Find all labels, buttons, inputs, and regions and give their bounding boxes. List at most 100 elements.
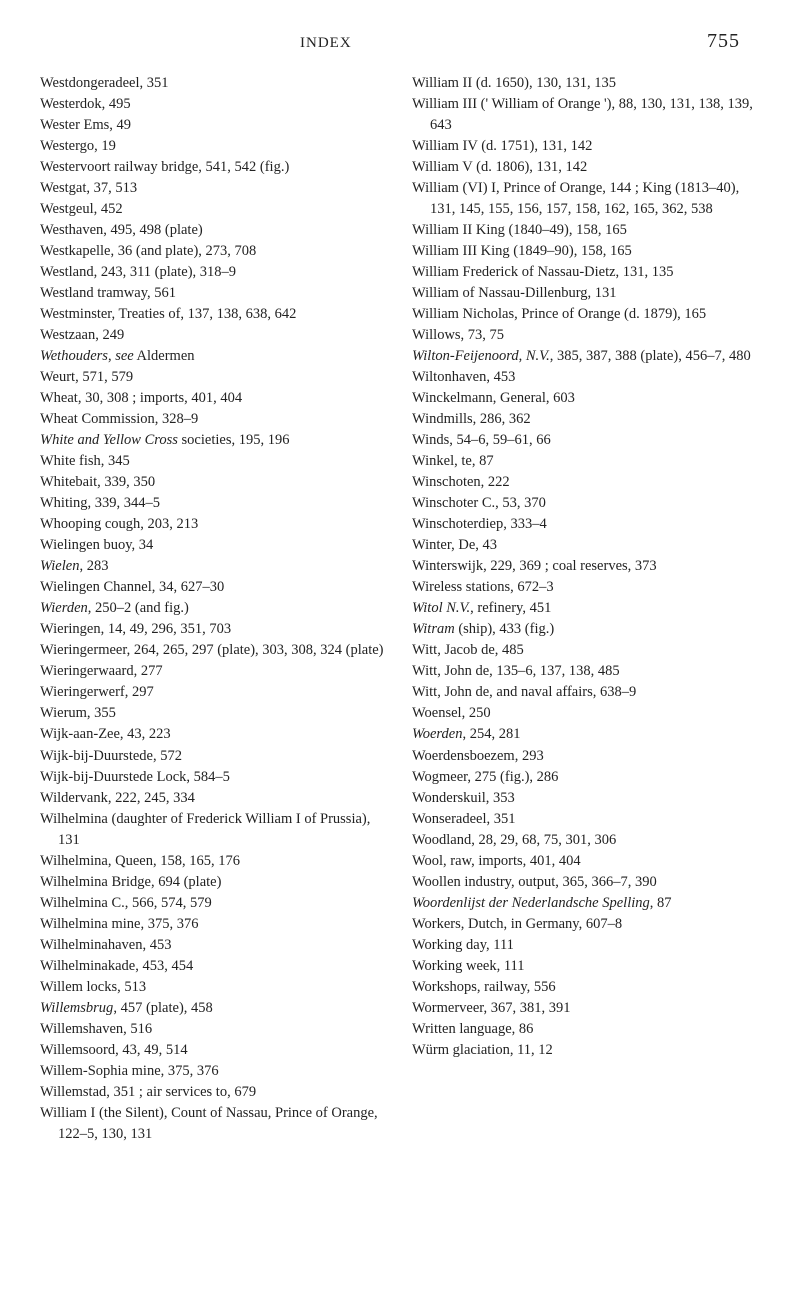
index-entry: Westdongeradeel, 351 (40, 73, 388, 94)
index-entry: Westerdok, 495 (40, 94, 388, 115)
index-entry: William III (' William of Orange '), 88,… (412, 94, 760, 136)
index-entry: Wierden, 250–2 (and fig.) (40, 598, 388, 619)
index-entry: Wieringerwaard, 277 (40, 661, 388, 682)
index-entry: Wester Ems, 49 (40, 115, 388, 136)
index-entry: Wielingen buoy, 34 (40, 535, 388, 556)
index-entry: Workers, Dutch, in Germany, 607–8 (412, 914, 760, 935)
index-entry: Woensel, 250 (412, 703, 760, 724)
index-entry: Wogmeer, 275 (fig.), 286 (412, 767, 760, 788)
index-entry: Wilhelmina, Queen, 158, 165, 176 (40, 851, 388, 872)
index-entry: Wierum, 355 (40, 703, 388, 724)
index-entry: William V (d. 1806), 131, 142 (412, 157, 760, 178)
index-entry: Woerdensboezem, 293 (412, 746, 760, 767)
index-entry: Woodland, 28, 29, 68, 75, 301, 306 (412, 830, 760, 851)
index-entry: Weurt, 571, 579 (40, 367, 388, 388)
right-column: William II (d. 1650), 130, 131, 135Willi… (412, 73, 760, 1145)
index-entry: William of Nassau-Dillenburg, 131 (412, 283, 760, 304)
index-entry: William Frederick of Nassau-Dietz, 131, … (412, 262, 760, 283)
index-entry: Willem-Sophia mine, 375, 376 (40, 1061, 388, 1082)
index-entry: Wilhelmina C., 566, 574, 579 (40, 893, 388, 914)
index-entry: Willemsbrug, 457 (plate), 458 (40, 998, 388, 1019)
index-entry: Whiting, 339, 344–5 (40, 493, 388, 514)
index-entry: William Nicholas, Prince of Orange (d. 1… (412, 304, 760, 325)
index-entry: William II (d. 1650), 130, 131, 135 (412, 73, 760, 94)
index-entry: Winschoterdiep, 333–4 (412, 514, 760, 535)
index-entry: Wonseradeel, 351 (412, 809, 760, 830)
index-entry: William IV (d. 1751), 131, 142 (412, 136, 760, 157)
index-entry: William III King (1849–90), 158, 165 (412, 241, 760, 262)
index-entry: Wheat, 30, 308 ; imports, 401, 404 (40, 388, 388, 409)
index-entry: Wonderskuil, 353 (412, 788, 760, 809)
index-entry: Wireless stations, 672–3 (412, 577, 760, 598)
index-entry: Westgeul, 452 (40, 199, 388, 220)
index-entry: Whitebait, 339, 350 (40, 472, 388, 493)
index-entry: Winschoter C., 53, 370 (412, 493, 760, 514)
index-entry: William II King (1840–49), 158, 165 (412, 220, 760, 241)
index-entry: Woerden, 254, 281 (412, 724, 760, 745)
index-entry: Winterswijk, 229, 369 ; coal reserves, 3… (412, 556, 760, 577)
index-entry: White fish, 345 (40, 451, 388, 472)
index-entry: White and Yellow Cross societies, 195, 1… (40, 430, 388, 451)
index-entry: Westhaven, 495, 498 (plate) (40, 220, 388, 241)
index-entry: Witram (ship), 433 (fig.) (412, 619, 760, 640)
index-entry: Wielen, 283 (40, 556, 388, 577)
index-entry: William (VI) I, Prince of Orange, 144 ; … (412, 178, 760, 220)
index-entry: Westland tramway, 561 (40, 283, 388, 304)
columns-wrap: Westdongeradeel, 351Westerdok, 495Wester… (40, 73, 760, 1145)
index-entry: Willem locks, 513 (40, 977, 388, 998)
index-entry: Willemshaven, 516 (40, 1019, 388, 1040)
index-entry: Winschoten, 222 (412, 472, 760, 493)
index-entry: Wiltonhaven, 453 (412, 367, 760, 388)
index-entry: William I (the Silent), Count of Nassau,… (40, 1103, 388, 1145)
index-entry: Winds, 54–6, 59–61, 66 (412, 430, 760, 451)
index-entry: Willows, 73, 75 (412, 325, 760, 346)
index-entry: Witt, Jacob de, 485 (412, 640, 760, 661)
index-entry: Wool, raw, imports, 401, 404 (412, 851, 760, 872)
left-column: Westdongeradeel, 351Westerdok, 495Wester… (40, 73, 388, 1145)
index-entry: Wilhelmina (daughter of Frederick Willia… (40, 809, 388, 851)
index-entry: Wilhelminahaven, 453 (40, 935, 388, 956)
index-entry: Whooping cough, 203, 213 (40, 514, 388, 535)
index-entry: Westergo, 19 (40, 136, 388, 157)
index-entry: Wethouders, see Aldermen (40, 346, 388, 367)
index-entry: Working week, 111 (412, 956, 760, 977)
index-entry: Winckelmann, General, 603 (412, 388, 760, 409)
index-entry: Winkel, te, 87 (412, 451, 760, 472)
index-entry: Westzaan, 249 (40, 325, 388, 346)
index-entry: Willemsoord, 43, 49, 514 (40, 1040, 388, 1061)
index-page: INDEX 755 Westdongeradeel, 351Westerdok,… (0, 0, 800, 1185)
page-header: INDEX 755 (40, 30, 760, 53)
index-entry: Working day, 111 (412, 935, 760, 956)
index-entry: Westkapelle, 36 (and plate), 273, 708 (40, 241, 388, 262)
header-title: INDEX (300, 35, 352, 52)
page-number: 755 (707, 30, 740, 53)
index-entry: Wildervank, 222, 245, 334 (40, 788, 388, 809)
index-entry: Willemstad, 351 ; air services to, 679 (40, 1082, 388, 1103)
index-entry: Wijk-bij-Duurstede, 572 (40, 746, 388, 767)
index-entry: Westland, 243, 311 (plate), 318–9 (40, 262, 388, 283)
index-entry: Wilhelminakade, 453, 454 (40, 956, 388, 977)
index-entry: Woollen industry, output, 365, 366–7, 39… (412, 872, 760, 893)
index-entry: Würm glaciation, 11, 12 (412, 1040, 760, 1061)
index-entry: Wilton-Feijenoord, N.V., 385, 387, 388 (… (412, 346, 760, 367)
index-entry: Wieringen, 14, 49, 296, 351, 703 (40, 619, 388, 640)
index-entry: Wielingen Channel, 34, 627–30 (40, 577, 388, 598)
index-entry: Winter, De, 43 (412, 535, 760, 556)
index-entry: Wheat Commission, 328–9 (40, 409, 388, 430)
index-entry: Wieringerwerf, 297 (40, 682, 388, 703)
index-entry: Witt, John de, and naval affairs, 638–9 (412, 682, 760, 703)
index-entry: Westervoort railway bridge, 541, 542 (fi… (40, 157, 388, 178)
index-entry: Witt, John de, 135–6, 137, 138, 485 (412, 661, 760, 682)
index-entry: Wilhelmina Bridge, 694 (plate) (40, 872, 388, 893)
index-entry: Woordenlijst der Nederlandsche Spelling,… (412, 893, 760, 914)
index-entry: Wilhelmina mine, 375, 376 (40, 914, 388, 935)
index-entry: Written language, 86 (412, 1019, 760, 1040)
index-entry: Westgat, 37, 513 (40, 178, 388, 199)
index-entry: Witol N.V., refinery, 451 (412, 598, 760, 619)
index-entry: Wormerveer, 367, 381, 391 (412, 998, 760, 1019)
index-entry: Westminster, Treaties of, 137, 138, 638,… (40, 304, 388, 325)
index-entry: Windmills, 286, 362 (412, 409, 760, 430)
index-entry: Wijk-bij-Duurstede Lock, 584–5 (40, 767, 388, 788)
index-entry: Workshops, railway, 556 (412, 977, 760, 998)
index-entry: Wijk-aan-Zee, 43, 223 (40, 724, 388, 745)
